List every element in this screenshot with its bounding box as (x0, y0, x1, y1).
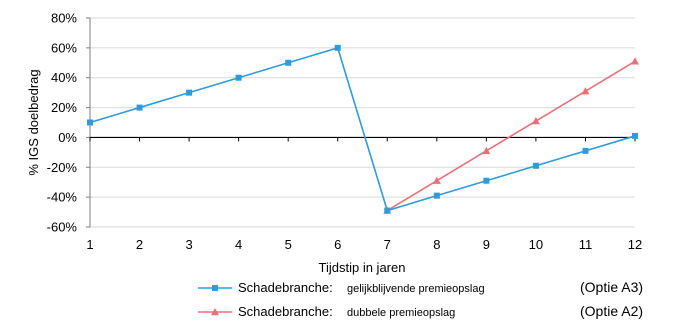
y-tick-label: 20% (51, 100, 77, 115)
series-1-point (532, 162, 539, 169)
axes (86, 17, 636, 228)
x-tick-label: 3 (185, 237, 192, 252)
series-1-point (632, 132, 638, 139)
series-1-point (235, 74, 242, 81)
legend-marker-2 (211, 308, 219, 316)
series-2-point (581, 87, 590, 95)
y-tick-label: -40% (47, 190, 78, 205)
legend-series-name: Schadebranche: (238, 280, 333, 295)
x-tick-label: 7 (384, 237, 391, 252)
y-tick-label: 60% (51, 40, 77, 55)
legend-series-detail: dubbele premieopslag (347, 307, 455, 319)
series-2-point (432, 176, 441, 184)
series-1-point (285, 59, 292, 66)
y-tick-label: 0% (58, 130, 77, 145)
x-axis-title: Tijdstip in jaren (319, 260, 406, 275)
x-tick-label: 9 (483, 237, 490, 252)
legend-series-tag: (Optie A3) (580, 279, 643, 295)
legend: Schadebranche: gelijkblijvende premieopsl… (198, 279, 643, 319)
x-tick-label: 11 (579, 237, 593, 252)
gridlines (90, 17, 635, 228)
x-tick-label: 4 (235, 237, 242, 252)
series-line-1 (89, 46, 636, 212)
x-tick-labels: 1 2 3 4 5 6 7 8 9 10 11 12 (86, 237, 642, 252)
y-tick-labels: 80% 60% 40% 20% 0% -20% -40% -60% (47, 11, 78, 235)
y-tick-label: -20% (47, 160, 78, 175)
series-1-point (384, 207, 391, 214)
x-tick-label: 12 (628, 237, 642, 252)
y-tick-label: 40% (51, 70, 77, 85)
x-tick-label: 8 (433, 237, 440, 252)
x-tick-label: 2 (136, 237, 143, 252)
y-tick-label: -60% (47, 220, 78, 235)
series-1-point (87, 119, 93, 126)
series-lines (89, 46, 636, 212)
legend-series-detail: gelijkblijvende premieopslag (347, 283, 485, 295)
x-tick-label: 6 (334, 237, 341, 252)
y-tick-label: 80% (51, 11, 77, 26)
legend-series-name: Schadebranche: (238, 304, 333, 319)
series-1-point (582, 147, 589, 154)
series-1-point (186, 89, 193, 96)
series-points (87, 44, 639, 214)
series-2-point (531, 117, 540, 125)
x-tick-label: 5 (285, 237, 292, 252)
series-1-point (136, 104, 143, 111)
x-tick-label: 1 (86, 237, 93, 252)
legend-marker-1 (212, 285, 218, 291)
series-line-2 (386, 60, 636, 212)
legend-series-tag: (Optie A2) (580, 303, 643, 319)
series-1-point (334, 44, 341, 51)
x-tick-label: 10 (529, 237, 543, 252)
series-2-point (482, 146, 491, 155)
y-axis-title: % IGS doelbedrag (26, 69, 41, 175)
series-1-point (483, 177, 490, 184)
series-2-point (631, 57, 639, 65)
series-1-point (433, 192, 440, 199)
